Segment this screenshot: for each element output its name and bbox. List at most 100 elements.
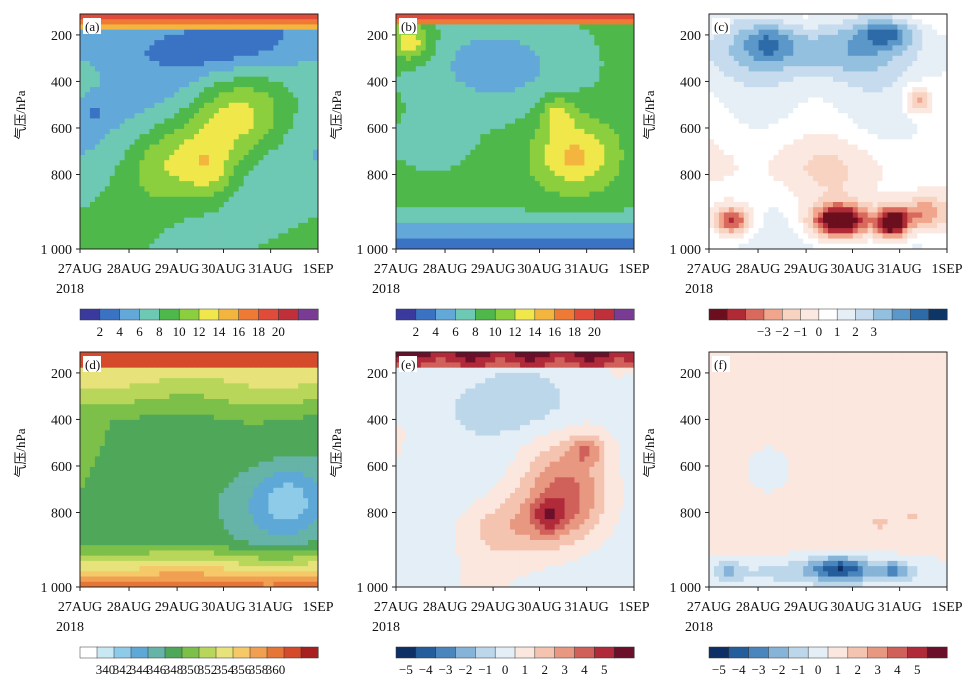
contour-cell [164, 55, 170, 62]
contour-cell [258, 29, 264, 36]
contour-cell [415, 222, 422, 229]
contour-cell [450, 19, 456, 25]
contour-cell [154, 87, 160, 93]
contour-cell [396, 144, 402, 151]
contour-cell [268, 186, 274, 192]
contour-cell [228, 202, 235, 208]
contour-cell [852, 24, 859, 31]
contour-cell [718, 14, 725, 20]
contour-cell [129, 50, 135, 57]
contour-cell [233, 233, 240, 239]
contour-cell [84, 165, 91, 172]
contour-cell [218, 108, 225, 114]
contour-cell [124, 233, 130, 239]
contour-cell [238, 123, 245, 130]
contour-cell [579, 24, 585, 31]
contour-cell [84, 71, 91, 78]
contour-cell [218, 228, 225, 234]
contour-cell [490, 217, 496, 224]
contour-cell [273, 155, 279, 161]
contour-cell [594, 181, 600, 187]
contour-cell [614, 76, 620, 83]
contour-cell [283, 170, 289, 177]
contour-cell [609, 186, 615, 192]
contour-cell [460, 233, 466, 239]
contour-cell [450, 14, 456, 20]
contour-cell [283, 40, 289, 46]
contour-cell [164, 118, 170, 125]
contour-cell [783, 19, 789, 25]
contour-cell [80, 45, 86, 51]
contour-cell [872, 34, 878, 41]
contour-cell [624, 181, 630, 187]
contour-cell [174, 175, 180, 182]
contour-cell [268, 238, 274, 245]
contour-cell [589, 14, 595, 20]
contour-cell [475, 175, 481, 182]
contour-cell [313, 14, 319, 20]
contour-cell [629, 55, 635, 62]
contour-cell [425, 233, 432, 239]
contour-cell [435, 50, 442, 57]
contour-cell [594, 233, 600, 239]
contour-cell [599, 207, 605, 213]
contour-cell [529, 118, 536, 125]
contour-cell [119, 34, 126, 41]
contour-cell [534, 165, 541, 172]
contour-cell [539, 202, 546, 208]
contour-cell [445, 40, 451, 46]
contour-cell [410, 50, 417, 57]
contour-cell [199, 222, 205, 229]
contour-cell [203, 165, 210, 172]
contour-cell [253, 243, 259, 250]
contour-cell [84, 61, 91, 67]
contour-cell [505, 14, 511, 20]
contour-cell [293, 45, 299, 51]
contour-cell [405, 123, 412, 130]
contour-cell [440, 34, 446, 41]
contour-cell [238, 181, 245, 187]
contour-cell [129, 14, 135, 20]
contour-cell [709, 66, 715, 72]
contour-cell [159, 76, 165, 83]
contour-cell [773, 45, 779, 51]
contour-cell [455, 50, 461, 57]
contour-cell [524, 50, 531, 57]
contour-cell [709, 61, 715, 67]
contour-cell [559, 102, 565, 109]
contour-cell [174, 191, 180, 198]
contour-cell [440, 233, 446, 239]
contour-cell [728, 24, 735, 31]
contour-cell [298, 24, 304, 31]
contour-cell [174, 61, 180, 67]
contour-cell [169, 160, 175, 166]
contour-cell [124, 87, 130, 93]
contour-cell [539, 76, 546, 83]
contour-cell [709, 50, 715, 57]
contour-cell [208, 175, 215, 182]
contour-cell [114, 128, 121, 135]
contour-cell [465, 128, 471, 135]
contour-cell [233, 186, 240, 192]
contour-cell [544, 212, 551, 219]
contour-cell [554, 29, 561, 36]
contour-cell [288, 55, 294, 62]
contour-cell [614, 29, 620, 36]
contour-cell [465, 50, 471, 57]
contour-cell [114, 113, 121, 119]
contour-cell [564, 222, 570, 229]
contour-cell [907, 40, 913, 46]
contour-cell [515, 113, 521, 119]
contour-cell [213, 97, 220, 104]
contour-cell [455, 29, 461, 36]
contour-cell [564, 40, 570, 46]
contour-cell [415, 149, 422, 156]
contour-cell [738, 34, 745, 41]
contour-cell [475, 81, 481, 88]
contour-cell [554, 191, 561, 198]
contour-cell [104, 175, 111, 182]
contour-cell [109, 97, 116, 104]
contour-cell [624, 55, 630, 62]
contour-cell [728, 55, 735, 62]
contour-cell [396, 196, 402, 203]
